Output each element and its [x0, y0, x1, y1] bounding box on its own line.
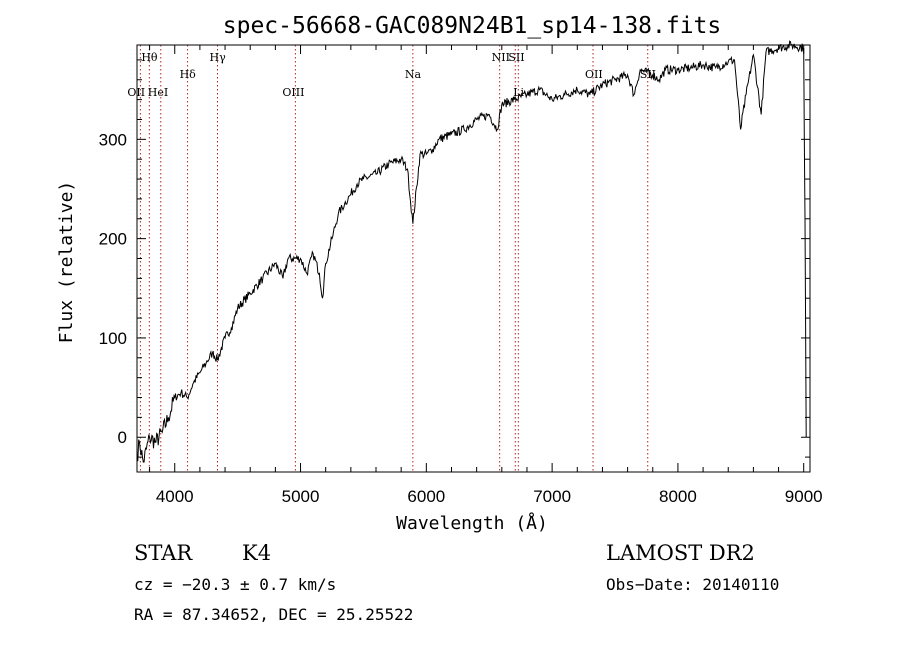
line-label: Hγ — [210, 51, 227, 64]
spectrum-line — [136, 40, 807, 463]
y-tick-label: 300 — [99, 130, 127, 149]
line-label: SII — [508, 51, 524, 64]
y-tick-label: 200 — [99, 230, 127, 249]
line-label: OIII — [282, 86, 304, 99]
line-label: OII — [127, 86, 145, 99]
x-tick-label: 5000 — [282, 487, 320, 506]
subclass: K4 — [242, 541, 271, 565]
reference-lines — [139, 45, 649, 472]
survey-name: LAMOST DR2 — [606, 541, 755, 565]
line-label: OII — [585, 68, 603, 81]
x-tick-label: 6000 — [407, 487, 445, 506]
x-tick-label: 7000 — [533, 487, 571, 506]
y-axis-label: Flux (relative) — [56, 181, 77, 344]
coordinates: RA = 87.34652, DEC = 25.25522 — [134, 605, 413, 624]
y-tick-label: 0 — [118, 428, 127, 447]
y-tick-label: 100 — [99, 329, 127, 348]
line-label: NII — [492, 51, 510, 64]
obs-date: Obs−Date: 20140110 — [606, 575, 779, 594]
y-axis-ticks: 0 100 200 300 — [99, 59, 810, 458]
line-label: HeI — [148, 86, 168, 99]
line-label: Hδ — [180, 68, 197, 81]
x-axis-ticks: 4000 5000 6000 7000 8000 9000 — [149, 45, 823, 506]
x-tick-label: 4000 — [156, 487, 194, 506]
redshift-text: cz = −20.3 ± 0.7 km/s — [134, 575, 336, 594]
line-label: Na — [405, 68, 422, 81]
x-axis-label: Wavelength (Å) — [396, 512, 548, 534]
line-label: Hθ — [141, 51, 158, 64]
chart-title: spec-56668-GAC089N24B1_sp14-138.fits — [223, 13, 722, 39]
line-label: Li — [513, 86, 524, 99]
x-tick-label: 8000 — [659, 487, 697, 506]
object-class: STAR — [134, 541, 193, 565]
x-tick-label: 9000 — [785, 487, 823, 506]
plot-frame — [136, 44, 811, 473]
